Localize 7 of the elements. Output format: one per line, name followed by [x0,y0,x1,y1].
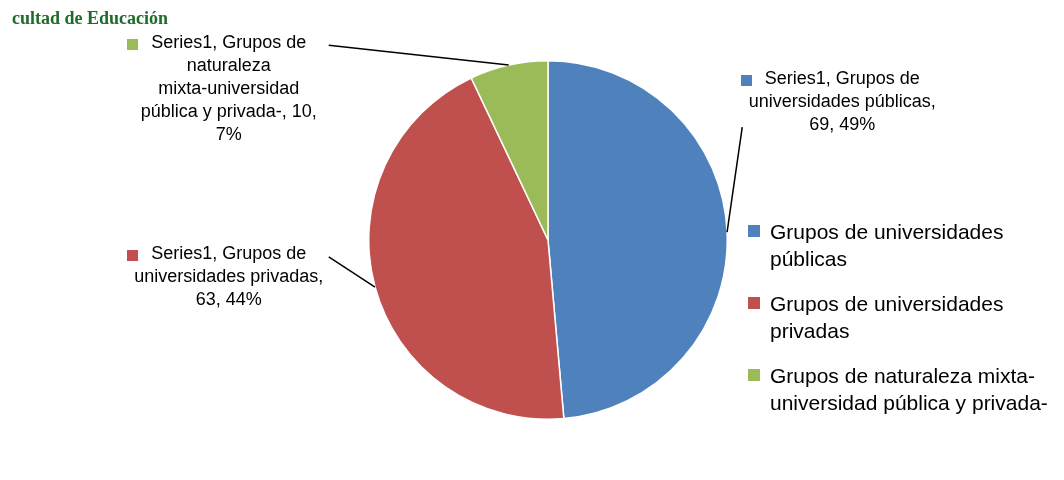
text: cultad de Educación [12,7,169,28]
legend-label: Grupos de universidades privadas [770,291,1005,344]
legend-label: Grupos de universidades públicas [770,219,1005,272]
data-label: Series1, Grupos de naturaleza mixta-universidad pública y privada-, 10, 7% [140,31,317,144]
legend-label: Grupos de naturaleza mixta-universidad pública y privada- [770,363,1048,416]
data-label: Series1, Grupos de universidades privadas, 63, 44% [134,243,324,310]
data-label: Series1, Grupos de universidades públicas, 69, 49% [748,67,936,134]
